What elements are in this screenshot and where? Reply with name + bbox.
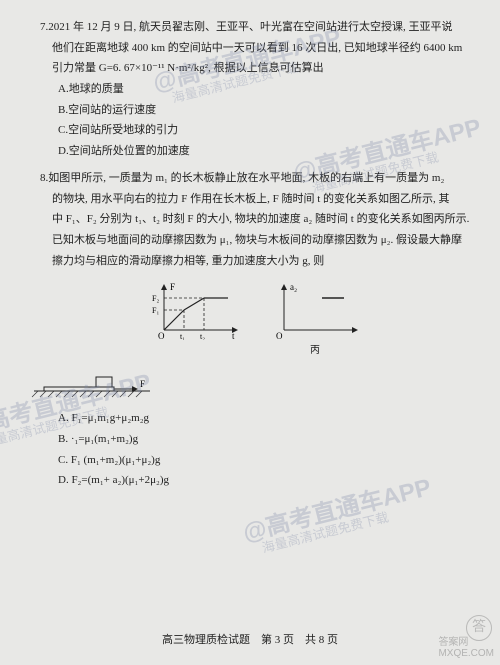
q7-number: 7. (40, 21, 48, 33)
figure-bing: a₂ O 丙 (270, 282, 360, 359)
svg-text:t: t (232, 331, 235, 340)
figure-bing-svg: a₂ O (270, 282, 360, 340)
q7-option-d: D.空间站所处位置的加速度 (58, 142, 470, 161)
q7-option-a: A.地球的质量 (58, 80, 470, 99)
q7-line3: 引力常量 G=6. 67×10⁻¹¹ N·m²/kg², 根据以上信息可估算出 (52, 59, 470, 78)
watermark-sm-4: 海量高清试题免费下载 (260, 507, 391, 557)
figure-yi: F t F₁ F₂ t₁ t₂ O (150, 282, 240, 359)
corner-watermark: 答案网MXQE.COM (438, 633, 494, 659)
svg-text:O: O (158, 331, 165, 340)
svg-text:a₂: a₂ (290, 282, 297, 292)
svg-text:F: F (170, 282, 175, 292)
svg-text:t₁: t₁ (180, 332, 185, 340)
question-8: 8.如图甲所示, 一质量为 m₁ 的长木板静止放在水平地面, 木板的右端上有一质… (40, 169, 470, 490)
q8-option-d: D. F₂=(m₁+ a₂)(μ₁+2μ₂)g (58, 471, 470, 490)
svg-text:t₂: t₂ (200, 332, 205, 340)
figure-yi-svg: F t F₁ F₂ t₁ t₂ O (150, 282, 240, 340)
figure-jia-wrap: F (30, 363, 470, 403)
svg-text:O: O (276, 331, 283, 340)
q8-option-c: C. F₁ (m₁+m₂)(μ₁+μ₂)g (58, 451, 470, 470)
q8-line3: 中 F₁、F₂ 分别为 t₁、t₂ 时刻 F 的大小, 物块的加速度 a₂ 随时… (52, 210, 470, 229)
page-footer: 高三物理质检试题 第 3 页 共 8 页 (0, 631, 500, 647)
svg-text:F: F (140, 379, 145, 389)
q8-option-b: B. ·₁=μ₁(m₁+m₂)g (58, 430, 470, 449)
exam-page: 7.2021 年 12 月 9 日, 航天员翟志刚、王亚平、叶光富在空间站进行太… (0, 0, 500, 508)
q8-line2: 的物块, 用水平向右的拉力 F 作用在长木板上, F 随时间 t 的变化关系如图… (52, 190, 470, 209)
q7-line1: 7.2021 年 12 月 9 日, 航天员翟志刚、王亚平、叶光富在空间站进行太… (40, 18, 470, 37)
q7-option-b: B.空间站的运行速度 (58, 101, 470, 120)
question-7: 7.2021 年 12 月 9 日, 航天员翟志刚、王亚平、叶光富在空间站进行太… (40, 18, 470, 161)
q8-line4: 已知木板与地面间的动摩擦因数为 μ₁, 物块与木板间的动摩擦因数为 μ₂. 假设… (52, 231, 470, 250)
q8-option-a: A. F₁=μ₁m₁g+μ₂m₂g (58, 409, 470, 428)
q7-line2: 他们在距离地球 400 km 的空间站中一天可以看到 16 次日出, 已知地球半… (52, 39, 470, 58)
figure-bing-caption: 丙 (270, 342, 360, 359)
svg-text:F₂: F₂ (152, 294, 159, 303)
figure-jia-svg: F (30, 363, 160, 403)
q8-line1: 8.如图甲所示, 一质量为 m₁ 的长木板静止放在水平地面, 木板的右端上有一质… (40, 169, 470, 188)
q8-number: 8. (40, 172, 48, 184)
figure-row: F t F₁ F₂ t₁ t₂ O a₂ O (40, 282, 470, 359)
svg-text:F₁: F₁ (152, 306, 159, 315)
q8-line5: 擦力均与相应的滑动摩擦力相等, 重力加速度大小为 g, 则 (52, 252, 470, 271)
q7-option-c: C.空间站所受地球的引力 (58, 121, 470, 140)
